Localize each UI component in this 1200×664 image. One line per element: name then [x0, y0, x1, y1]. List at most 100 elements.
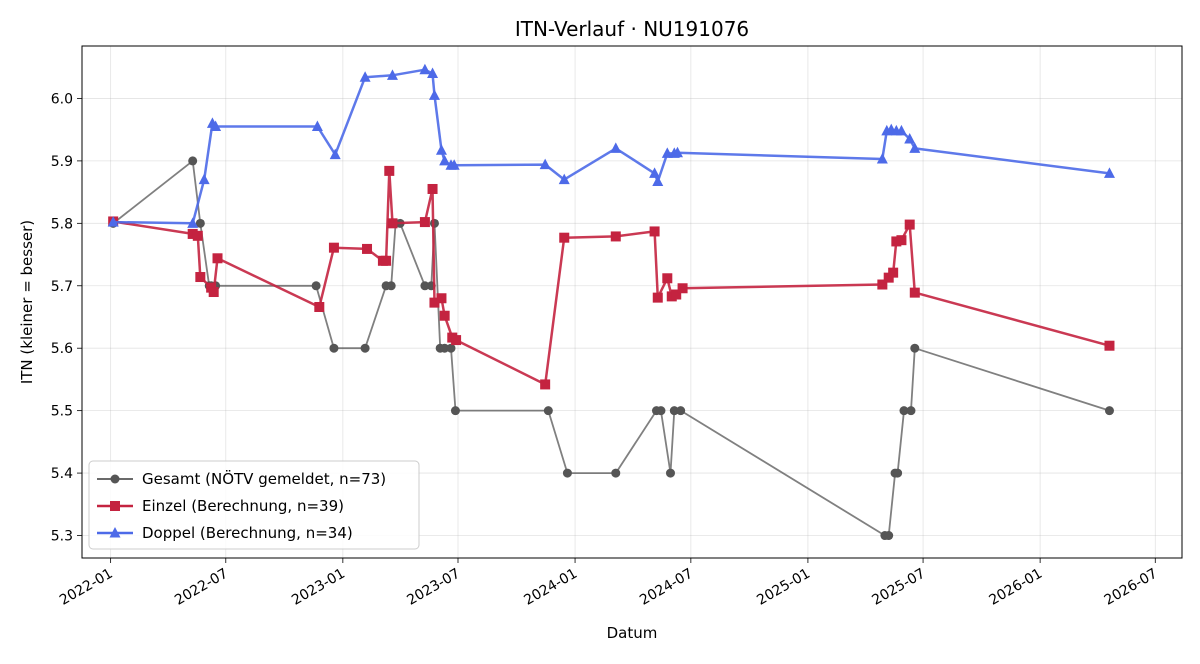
data-point-einzel — [387, 218, 398, 229]
data-point-doppel — [661, 147, 673, 158]
data-point-gesamt — [893, 468, 903, 478]
series-einzel — [108, 165, 1115, 390]
data-point-doppel — [558, 173, 570, 185]
data-point-einzel — [314, 301, 325, 312]
data-point-gesamt — [386, 281, 396, 291]
data-point-gesamt — [676, 406, 686, 416]
data-point-doppel — [448, 159, 460, 170]
data-point-einzel — [381, 255, 392, 266]
data-point-gesamt — [311, 281, 321, 291]
data-point-einzel — [328, 242, 339, 253]
data-point-gesamt — [543, 406, 553, 416]
legend-marker-doppel — [109, 527, 121, 538]
y-tick-label: 5.5 — [51, 404, 73, 420]
legend-box — [88, 460, 420, 550]
legend-marker-einzel — [110, 501, 120, 511]
data-point-einzel — [671, 289, 682, 300]
data-point-einzel — [649, 226, 660, 237]
data-point-doppel — [311, 120, 323, 132]
data-point-gesamt — [446, 343, 456, 353]
y-tick-label: 5.4 — [51, 466, 73, 482]
y-tick-label: 6.0 — [51, 91, 73, 107]
data-point-einzel — [896, 235, 907, 246]
data-point-gesamt — [669, 406, 679, 416]
data-point-einzel — [436, 293, 447, 304]
data-point-einzel — [904, 219, 915, 230]
plot-frame — [81, 45, 1183, 559]
data-point-doppel — [649, 167, 661, 178]
y-tick-label: 5.7 — [51, 279, 73, 295]
grid-layer — [82, 46, 1182, 558]
data-point-doppel — [610, 142, 622, 153]
data-point-gesamt — [884, 531, 894, 541]
data-point-doppel — [386, 69, 398, 80]
data-point-doppel — [439, 154, 451, 166]
data-point-gesamt — [450, 406, 460, 416]
data-point-einzel — [559, 232, 570, 243]
data-point-einzel — [677, 283, 688, 294]
data-point-doppel — [329, 148, 341, 160]
data-point-einzel — [909, 287, 920, 298]
data-point-doppel — [187, 217, 199, 228]
data-point-einzel — [212, 253, 223, 264]
chart-title: ITN-Verlauf · NU191076 — [515, 17, 749, 41]
data-point-doppel — [909, 142, 921, 153]
data-point-einzel — [1104, 340, 1115, 351]
data-point-gesamt — [360, 343, 370, 353]
series-layer — [107, 63, 1115, 541]
data-point-gesamt — [910, 343, 920, 353]
data-point-doppel — [904, 133, 916, 144]
data-point-gesamt — [1104, 406, 1114, 416]
data-point-gesamt — [656, 406, 666, 416]
data-point-einzel — [439, 310, 450, 321]
y-tick-label: 5.6 — [51, 341, 73, 357]
data-point-einzel — [192, 230, 203, 241]
data-point-doppel — [895, 124, 907, 136]
data-point-gesamt — [562, 468, 572, 478]
data-point-doppel — [359, 71, 371, 82]
data-point-gesamt — [611, 468, 621, 478]
data-point-gesamt — [899, 406, 909, 416]
data-point-doppel — [539, 158, 551, 170]
data-point-gesamt — [329, 343, 339, 353]
series-doppel — [107, 63, 1115, 228]
data-point-einzel — [451, 335, 462, 346]
y-tick-label: 5.3 — [51, 529, 73, 545]
y-tick-label: 5.8 — [51, 216, 73, 232]
legend-swatches — [97, 474, 133, 538]
data-point-gesamt — [906, 406, 916, 416]
y-axis-label: ITN (kleiner = besser) — [18, 220, 36, 384]
data-point-gesamt — [188, 156, 198, 166]
data-point-einzel — [662, 273, 673, 284]
legend-label-gesamt: Gesamt (NÖTV gemeldet, n=73) — [142, 469, 386, 488]
data-point-einzel — [888, 267, 899, 278]
data-point-einzel — [610, 231, 621, 242]
x-axis-label: Datum — [607, 624, 658, 642]
legend-label-einzel: Einzel (Berechnung, n=39) — [142, 497, 344, 515]
legend: Gesamt (NÖTV gemeldet, n=73) Einzel (Ber… — [88, 460, 420, 550]
data-point-doppel — [876, 153, 888, 164]
data-point-doppel — [419, 63, 431, 75]
data-point-gesamt — [665, 468, 675, 478]
data-point-doppel — [428, 89, 440, 100]
data-point-doppel — [427, 67, 439, 78]
data-point-doppel — [652, 175, 664, 186]
data-point-doppel — [671, 146, 683, 158]
data-point-doppel — [107, 216, 119, 227]
data-point-gesamt — [195, 218, 205, 228]
data-point-gesamt — [420, 281, 430, 291]
data-point-einzel — [384, 165, 395, 176]
data-point-einzel — [187, 228, 198, 239]
data-point-gesamt — [429, 218, 439, 228]
data-point-doppel — [210, 120, 222, 132]
data-point-doppel — [198, 173, 210, 185]
data-point-gesamt — [440, 343, 450, 353]
y-tick-label: 5.9 — [51, 154, 73, 170]
data-point-einzel — [362, 243, 373, 254]
data-point-einzel — [652, 292, 663, 303]
data-point-einzel — [208, 287, 219, 298]
data-point-einzel — [877, 279, 888, 290]
